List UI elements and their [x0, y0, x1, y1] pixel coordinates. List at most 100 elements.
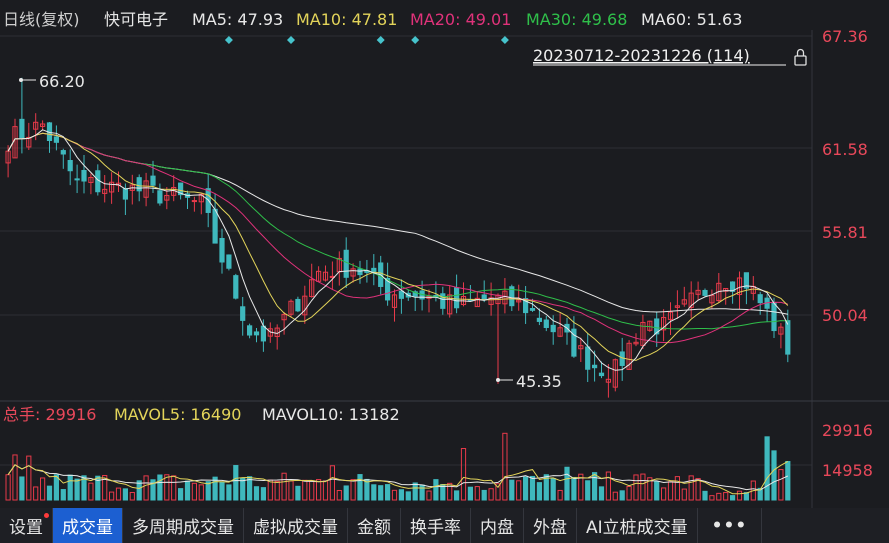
volume-bar — [405, 491, 411, 501]
candle-body — [612, 359, 618, 388]
candle-body — [385, 277, 391, 301]
period-label[interactable]: 日线(复权) — [3, 10, 80, 29]
candle-body — [529, 308, 536, 311]
candle-body — [226, 254, 232, 269]
ma5-legend: MA5: 47.93 — [192, 10, 283, 29]
candle-body — [309, 279, 315, 298]
more-icon[interactable]: ••• — [698, 508, 763, 543]
event-diamond-icon[interactable] — [500, 36, 509, 44]
candle-body — [240, 306, 246, 321]
volume-bar — [74, 478, 80, 501]
lock-icon[interactable] — [794, 48, 807, 66]
volume-bar — [46, 485, 53, 501]
volume-bar — [536, 482, 542, 501]
volume-bar — [578, 473, 584, 501]
volume-bar — [523, 476, 529, 501]
volume-bar — [688, 475, 694, 501]
volume-bar — [736, 490, 743, 501]
candle-body — [295, 298, 301, 312]
candle-body — [212, 208, 218, 244]
tab-label: 多周期成交量 — [132, 518, 234, 538]
ma10-legend: MA10: 47.81 — [296, 10, 397, 29]
ma20-legend: MA20: 49.01 — [410, 10, 511, 29]
candle-body — [592, 364, 598, 369]
event-diamond-icon[interactable] — [376, 36, 385, 44]
candle-body — [81, 169, 87, 182]
candle-body — [178, 182, 184, 196]
volume-bar — [543, 474, 549, 501]
tab-virtual-volume[interactable]: 虚拟成交量 — [244, 508, 348, 543]
candle-body — [785, 320, 791, 355]
tab-settings[interactable]: 设置 — [0, 508, 53, 543]
tab-turnover[interactable]: 换手率 — [401, 508, 471, 543]
volume-bar — [605, 471, 611, 501]
volume-bar — [661, 487, 667, 501]
date-range[interactable]: 20230712-20231226 (114) — [533, 46, 750, 65]
volume-bar — [716, 492, 722, 501]
candle-body — [681, 299, 687, 305]
volume-bar — [585, 480, 591, 501]
event-diamond-icon[interactable] — [224, 36, 233, 44]
volume-bar — [385, 484, 391, 501]
volume-bar — [571, 476, 577, 501]
volume-bar — [88, 482, 94, 501]
candle-body — [488, 297, 494, 305]
tab-label: 设置 — [9, 518, 43, 538]
volume-bar — [771, 450, 777, 501]
volume-bar — [495, 483, 501, 501]
volume-bars — [5, 432, 791, 501]
volume-bar — [102, 475, 108, 501]
candle-body — [481, 294, 487, 300]
volume-bar — [647, 477, 653, 501]
volume-bar — [550, 478, 556, 501]
candle-body — [688, 292, 694, 308]
tab-inner-volume[interactable]: 内盘 — [471, 508, 524, 543]
event-markers[interactable] — [224, 36, 509, 44]
volume-bar — [633, 474, 639, 501]
tab-multi-period-volume[interactable]: 多周期成交量 — [123, 508, 244, 543]
volume-bar — [564, 466, 570, 501]
volume-bar — [12, 454, 18, 501]
volume-bar — [778, 469, 784, 501]
stock-name: 快可电子 — [104, 10, 168, 29]
candle-body — [771, 302, 777, 332]
candle-body — [74, 178, 80, 181]
price-tick-label: 55.81 — [822, 223, 868, 242]
volume-bar — [67, 474, 73, 501]
event-diamond-icon[interactable] — [287, 36, 295, 44]
volume-bar — [240, 477, 246, 501]
candle-body — [516, 299, 522, 303]
tab-outer-volume[interactable]: 外盘 — [524, 508, 577, 543]
ma30-legend: MA30: 49.68 — [526, 10, 627, 29]
candle-body — [288, 300, 294, 315]
candle-body — [447, 294, 453, 315]
candle-body — [247, 325, 253, 336]
tab-amount[interactable]: 金额 — [348, 508, 401, 543]
candle-body — [343, 249, 349, 278]
candle-body — [536, 317, 542, 322]
volume-bar — [205, 481, 211, 501]
volume-bar — [122, 488, 129, 501]
volume-bar — [371, 484, 377, 501]
volume-bar — [398, 489, 404, 501]
volume-tick-label: 14958 — [822, 461, 873, 480]
tab-volume[interactable]: 成交量 — [53, 508, 123, 543]
candle-body — [322, 271, 329, 281]
price-tick-label: 50.04 — [822, 306, 868, 325]
volume-bar — [378, 485, 384, 501]
volume-bar — [233, 465, 239, 501]
volume-bar — [95, 475, 101, 501]
candle-body — [509, 286, 515, 307]
volume-bar — [178, 488, 184, 501]
candle-body — [26, 136, 32, 148]
candle-body — [253, 331, 260, 336]
tab-ai-volume[interactable]: AI立桩成交量 — [577, 508, 698, 543]
volume-bar — [357, 474, 363, 501]
volume-bar — [19, 476, 25, 501]
volume-bar — [53, 474, 59, 501]
candle-body — [136, 177, 142, 192]
candle-body — [743, 272, 749, 289]
candle-body — [778, 326, 784, 335]
event-diamond-icon[interactable] — [411, 36, 420, 44]
